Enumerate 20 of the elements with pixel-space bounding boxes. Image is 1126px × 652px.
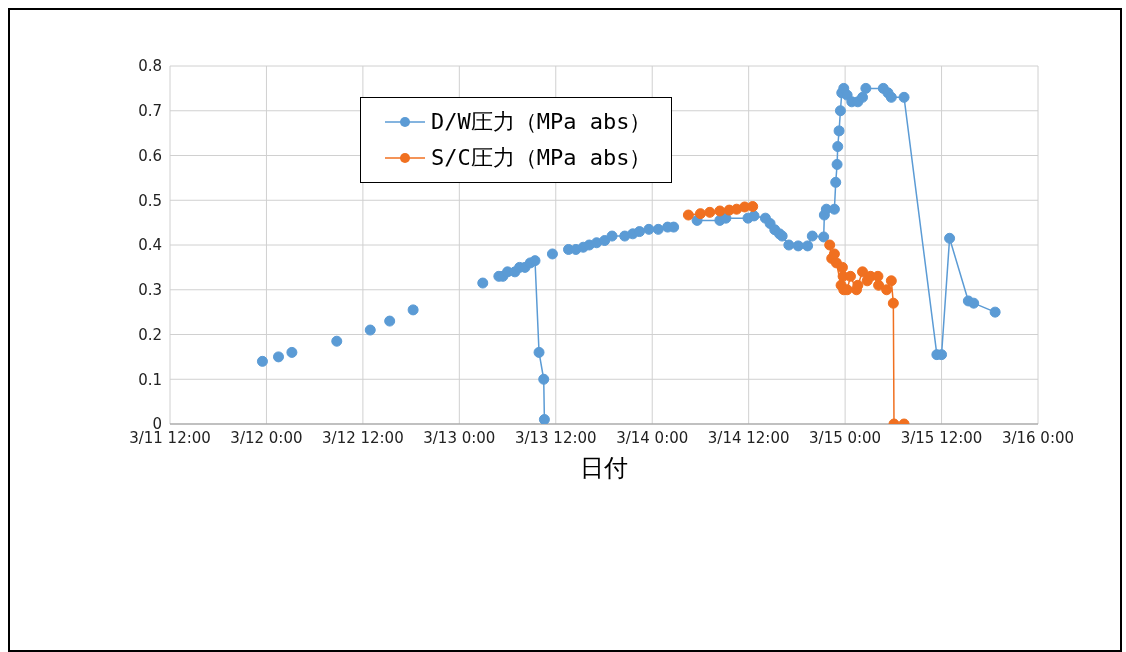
- x-tick-label: 3/16 0:00: [1001, 428, 1075, 447]
- y-tick-label: 0.3: [138, 281, 162, 300]
- y-tick-label: 0.4: [138, 236, 162, 255]
- x-tick-label: 3/14 0:00: [616, 428, 689, 447]
- x-tick-label: 3/15 12:00: [900, 428, 983, 447]
- x-tick-label: 3/12 0:00: [230, 428, 303, 447]
- y-tick-label: 0.7: [138, 102, 162, 121]
- x-tick-label: 3/15 0:00: [809, 428, 882, 447]
- x-tick-label: 3/14 12:00: [707, 428, 790, 447]
- y-tick-label: 0.8: [138, 57, 162, 76]
- x-tick-label: 3/12 12:00: [322, 428, 404, 447]
- x-tick-label: 3/13 0:00: [423, 428, 496, 447]
- y-tick-label: 0.6: [138, 146, 162, 165]
- legend-label: S/C圧力（MPa abs）: [431, 144, 652, 172]
- x-axis-title: 日付: [580, 454, 628, 482]
- y-tick-label: 0.5: [138, 191, 162, 210]
- y-tick-label: 0.2: [138, 325, 162, 344]
- legend-label: D/W圧力（MPa abs）: [431, 108, 652, 136]
- x-tick-label: 3/13 12:00: [514, 428, 597, 447]
- y-tick-label: 0.1: [138, 370, 162, 389]
